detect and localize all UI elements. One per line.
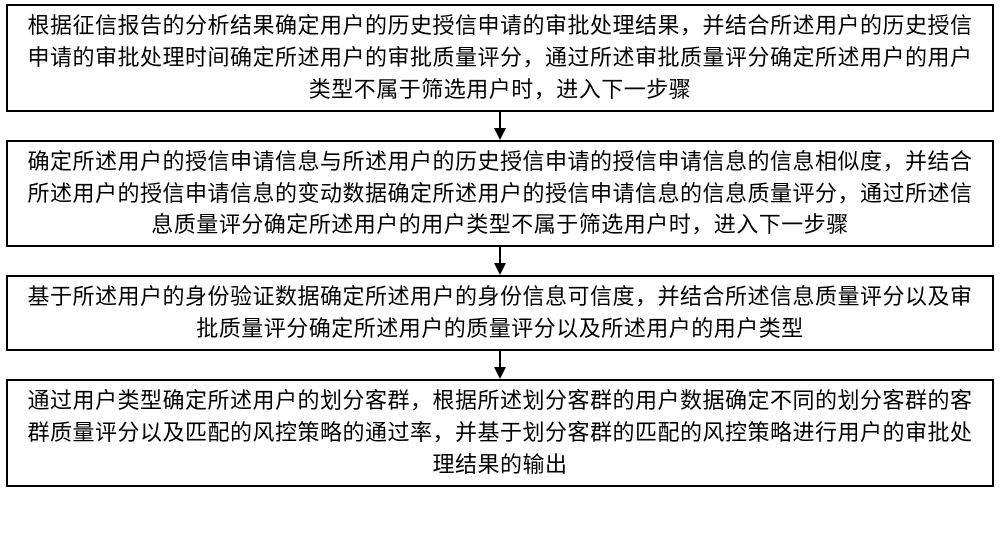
flow-arrow-1-2 — [490, 112, 510, 140]
flow-node-4-text: 通过用户类型确定所述用户的划分客群，根据所述划分客群的用户数据确定不同的划分客群… — [27, 388, 972, 477]
arrow-down-icon — [490, 112, 510, 140]
flow-node-1: 根据征信报告的分析结果确定用户的历史授信申请的审批处理结果，并结合所述用户的历史… — [6, 4, 994, 112]
flow-node-1-text: 根据征信报告的分析结果确定用户的历史授信申请的审批处理结果，并结合所述用户的历史… — [27, 13, 972, 102]
flow-node-3-text: 基于所述用户的身份验证数据确定所述用户的身份信息可信度，并结合所述信息质量评分以… — [27, 284, 972, 341]
flow-node-2: 确定所述用户的授信申请信息与所述用户的历史授信申请的授信申请信息的信息相似度，并… — [6, 140, 994, 248]
arrow-down-icon — [490, 351, 510, 379]
flow-node-4: 通过用户类型确定所述用户的划分客群，根据所述划分客群的用户数据确定不同的划分客群… — [6, 379, 994, 487]
arrow-down-icon — [490, 247, 510, 275]
flow-arrow-3-4 — [490, 351, 510, 379]
flow-arrow-2-3 — [490, 247, 510, 275]
flow-node-3: 基于所述用户的身份验证数据确定所述用户的身份信息可信度，并结合所述信息质量评分以… — [6, 275, 994, 351]
flow-node-2-text: 确定所述用户的授信申请信息与所述用户的历史授信申请的授信申请信息的信息相似度，并… — [27, 149, 972, 238]
